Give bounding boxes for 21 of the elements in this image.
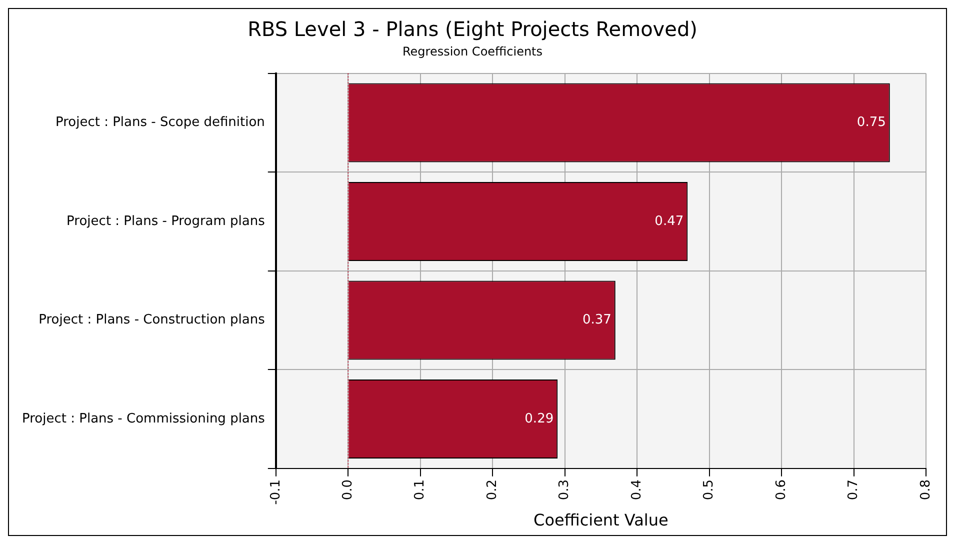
data-label: 0.37 bbox=[582, 312, 612, 328]
x-tick-label: 0.5 bbox=[702, 479, 717, 500]
x-tick-label: 0.8 bbox=[918, 479, 934, 500]
x-tick-label: 0.7 bbox=[846, 479, 862, 500]
data-label: 0.75 bbox=[856, 115, 886, 130]
x-axis-title: Coefficient Value bbox=[534, 510, 668, 530]
x-tick-label: 0.2 bbox=[484, 479, 500, 500]
y-tick-label: Project : Plans - Scope definition bbox=[55, 115, 265, 130]
data-label: 0.29 bbox=[524, 411, 554, 426]
x-tick-label: 0.6 bbox=[774, 479, 789, 500]
x-tick-label: 0.1 bbox=[412, 479, 428, 500]
x-tick-label: 0.4 bbox=[629, 479, 644, 500]
x-tick-label: -0.1 bbox=[268, 479, 284, 505]
y-tick-label: Project : Plans - Construction plans bbox=[38, 312, 266, 328]
chart-subtitle: Regression Coefficients bbox=[402, 44, 543, 58]
y-tick-label: Project : Plans - Program plans bbox=[66, 214, 266, 229]
y-tick-label: Project : Plans - Commissioning plans bbox=[22, 411, 266, 426]
x-tick-label: 0.3 bbox=[557, 479, 572, 500]
data-label: 0.47 bbox=[654, 214, 684, 229]
chart-title: RBS Level 3 - Plans (Eight Projects Removed) bbox=[248, 17, 698, 42]
x-tick-label: 0.0 bbox=[340, 479, 356, 500]
